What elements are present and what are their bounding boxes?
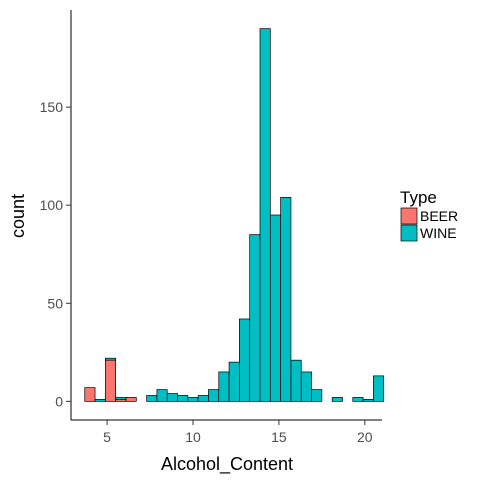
histogram-bar-wine — [208, 389, 220, 402]
histogram-bar-wine — [300, 371, 312, 402]
histogram-bar-wine — [269, 214, 281, 402]
histogram-bar-beer — [105, 359, 117, 402]
histogram-bar-wine — [239, 318, 251, 402]
histogram-bar-wine — [352, 397, 364, 402]
y-tick-label: 100 — [40, 197, 64, 213]
histogram-bar-wine — [166, 393, 178, 402]
x-tick-label: 5 — [103, 429, 111, 445]
histogram-bar-wine — [105, 357, 117, 361]
histogram-bar-wine — [218, 371, 230, 402]
histogram-bar-wine — [187, 397, 199, 402]
histogram-bar-wine — [280, 196, 292, 402]
legend-title: Type — [400, 188, 437, 207]
histogram-bar-wine — [331, 397, 343, 402]
y-tick-label: 50 — [47, 295, 63, 311]
histogram-bar-wine — [259, 28, 271, 402]
x-tick-label: 10 — [185, 429, 201, 445]
y-tick-label: 150 — [40, 99, 64, 115]
histogram-bar-wine — [156, 389, 168, 402]
y-axis-title: count — [8, 194, 28, 238]
histogram-bar-wine — [115, 397, 127, 400]
histogram-bar-wine — [228, 361, 240, 402]
histogram-bar-wine — [197, 395, 209, 402]
histogram-bar-wine — [177, 395, 189, 402]
legend-key-beer — [400, 207, 418, 225]
histogram-bars — [84, 28, 385, 402]
x-tick-label: 15 — [271, 429, 287, 445]
x-tick-label: 20 — [357, 429, 373, 445]
x-axis-ticks: 5 10 15 20 — [103, 420, 373, 445]
histogram-bar-beer — [125, 397, 137, 402]
histogram-bar-wine — [362, 399, 374, 402]
y-tick-label: 0 — [55, 393, 63, 409]
histogram-bar-wine — [373, 375, 385, 402]
histogram-bar-wine — [146, 395, 158, 402]
histogram-bar-wine — [249, 234, 261, 402]
histogram-bar-wine — [311, 389, 323, 402]
histogram-bar-wine — [290, 359, 302, 402]
histogram-bar-beer — [84, 387, 96, 402]
y-axis-ticks: 0 50 100 150 — [40, 99, 71, 409]
x-axis-title: Alcohol_Content — [161, 454, 293, 475]
legend-label-beer: BEER — [420, 208, 458, 224]
histogram-bar-wine — [94, 399, 106, 402]
legend-key-wine — [400, 224, 418, 242]
legend-label-wine: WINE — [420, 225, 457, 241]
